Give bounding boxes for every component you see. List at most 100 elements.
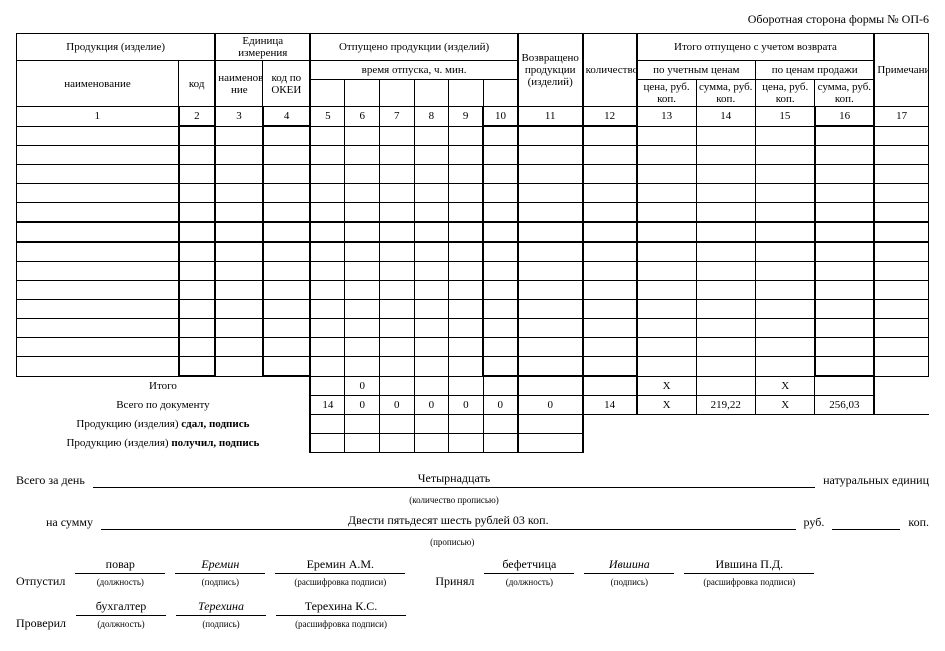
colnum: 5: [310, 107, 345, 127]
cell[interactable]: [583, 126, 637, 146]
th-price-acct: по учетным ценам: [637, 61, 756, 80]
proveril-label: Проверил: [16, 616, 66, 631]
th-time-5: [449, 80, 484, 107]
cell[interactable]: [483, 126, 518, 146]
th-time-4: [414, 80, 449, 107]
cell[interactable]: [414, 126, 449, 146]
footer: Всего за день Четырнадцать натуральных е…: [16, 471, 929, 631]
cell[interactable]: [755, 126, 814, 146]
colnum: 8: [414, 107, 449, 127]
sig-hint: (подпись): [202, 619, 239, 629]
th-kod: код: [179, 61, 216, 107]
cell[interactable]: [310, 126, 345, 146]
colnum: 15: [755, 107, 814, 127]
proveril-dec[interactable]: Терехина К.С.: [276, 599, 406, 616]
proveril-pos[interactable]: бухгалтер: [76, 599, 166, 616]
th-time-6: [483, 80, 518, 107]
prinyal-dec[interactable]: Ившина П.Д.: [684, 557, 814, 574]
cell[interactable]: [345, 126, 380, 146]
colnum: 13: [637, 107, 696, 127]
row-vsego-label: Всего по документу: [17, 396, 311, 415]
vsego-c11: 0: [518, 396, 583, 415]
pos-hint: (должность): [97, 577, 144, 587]
cell[interactable]: [815, 126, 874, 146]
colnum: 2: [179, 107, 216, 127]
th-itog: Итого отпущено с учетом возврата: [637, 34, 875, 61]
otpustil-pos[interactable]: повар: [75, 557, 165, 574]
colnum: 1: [17, 107, 179, 127]
th-kolvo: количество: [583, 34, 637, 107]
dec-hint: (расшифровка подписи): [294, 577, 386, 587]
day-total-label: Всего за день: [16, 473, 85, 488]
cell[interactable]: [379, 126, 414, 146]
colnum: 17: [874, 107, 928, 127]
row-sdal-label: Продукцию (изделия) сдал, подпись: [17, 415, 311, 434]
th-time-3: [379, 80, 414, 107]
th-time-1: [310, 80, 345, 107]
th-unit: Единица измерения: [215, 34, 310, 61]
sum-label: на сумму: [46, 515, 93, 530]
rub-blank[interactable]: [832, 514, 900, 530]
otpustil-sig[interactable]: Еремин: [175, 557, 265, 574]
vsego-c12: 14: [583, 396, 637, 415]
th-cena-2: цена, руб. коп.: [755, 80, 814, 107]
vsego-c9: 0: [449, 396, 484, 415]
day-total-hint: (количество прописью): [93, 495, 815, 505]
colnum: 9: [449, 107, 484, 127]
itogo-c13: X: [637, 376, 696, 396]
colnum: 16: [815, 107, 874, 127]
pos-hint: (должность): [97, 619, 144, 629]
th-naimen: наименование: [17, 61, 179, 107]
cell[interactable]: [637, 126, 696, 146]
otpustil-dec[interactable]: Еремин А.М.: [275, 557, 405, 574]
form-header: Оборотная сторона формы № ОП-6: [16, 12, 929, 27]
itogo-c6: 0: [345, 376, 380, 396]
prinyal-label: Принял: [435, 574, 474, 589]
colnum: 7: [379, 107, 414, 127]
row-itogo-label: Итого: [17, 376, 311, 396]
cell[interactable]: [449, 126, 484, 146]
proveril-sig[interactable]: Терехина: [176, 599, 266, 616]
main-table: Продукция (изделие) Единица измерения От…: [16, 33, 929, 453]
colnum: 14: [696, 107, 755, 127]
cell[interactable]: [518, 126, 583, 146]
cell[interactable]: [696, 126, 755, 146]
day-total-value[interactable]: Четырнадцать: [93, 471, 815, 488]
cell[interactable]: [263, 126, 311, 146]
th-otp-time: время отпуска, ч. мин.: [310, 61, 517, 80]
th-otp: Отпущено продукции (изделий): [310, 34, 517, 61]
vsego-c7: 0: [379, 396, 414, 415]
colnum: 4: [263, 107, 311, 127]
vsego-c16: 256,03: [815, 396, 874, 415]
day-total-tail: натуральных единиц: [823, 473, 929, 488]
th-okei: код по ОКЕИ: [263, 61, 311, 107]
row-poluchil-label: Продукцию (изделия) получил, подпись: [17, 434, 311, 453]
cell[interactable]: [179, 126, 216, 146]
kop-label: коп.: [908, 515, 929, 530]
sig-hint: (подпись): [611, 577, 648, 587]
colnum: 3: [215, 107, 263, 127]
th-product: Продукция (изделие): [17, 34, 216, 61]
colnum: 12: [583, 107, 637, 127]
prinyal-pos[interactable]: бефетчица: [484, 557, 574, 574]
th-prim: Примечание: [874, 34, 928, 107]
th-summa-2: сумма, руб. коп.: [815, 80, 874, 107]
th-time-2: [345, 80, 380, 107]
prinyal-sig[interactable]: Ившина: [584, 557, 674, 574]
vsego-c8: 0: [414, 396, 449, 415]
cell[interactable]: [17, 126, 179, 146]
sum-value[interactable]: Двести пятьдесят шесть рублей 03 коп.: [101, 513, 796, 530]
vsego-c6: 0: [345, 396, 380, 415]
th-price-sale: по ценам продажи: [755, 61, 874, 80]
cell[interactable]: [874, 126, 928, 146]
th-vozvr: Возвращено продукции (изделий): [518, 34, 583, 107]
th-summa-1: сумма, руб. коп.: [696, 80, 755, 107]
itogo-c5: [310, 376, 345, 396]
vsego-c5: 14: [310, 396, 345, 415]
otpustil-label: Отпустил: [16, 574, 65, 589]
sum-hint: (прописью): [101, 537, 804, 547]
th-cena-1: цена, руб. коп.: [637, 80, 696, 107]
colnum: 10: [483, 107, 518, 127]
cell[interactable]: [215, 126, 263, 146]
vsego-c10: 0: [483, 396, 518, 415]
